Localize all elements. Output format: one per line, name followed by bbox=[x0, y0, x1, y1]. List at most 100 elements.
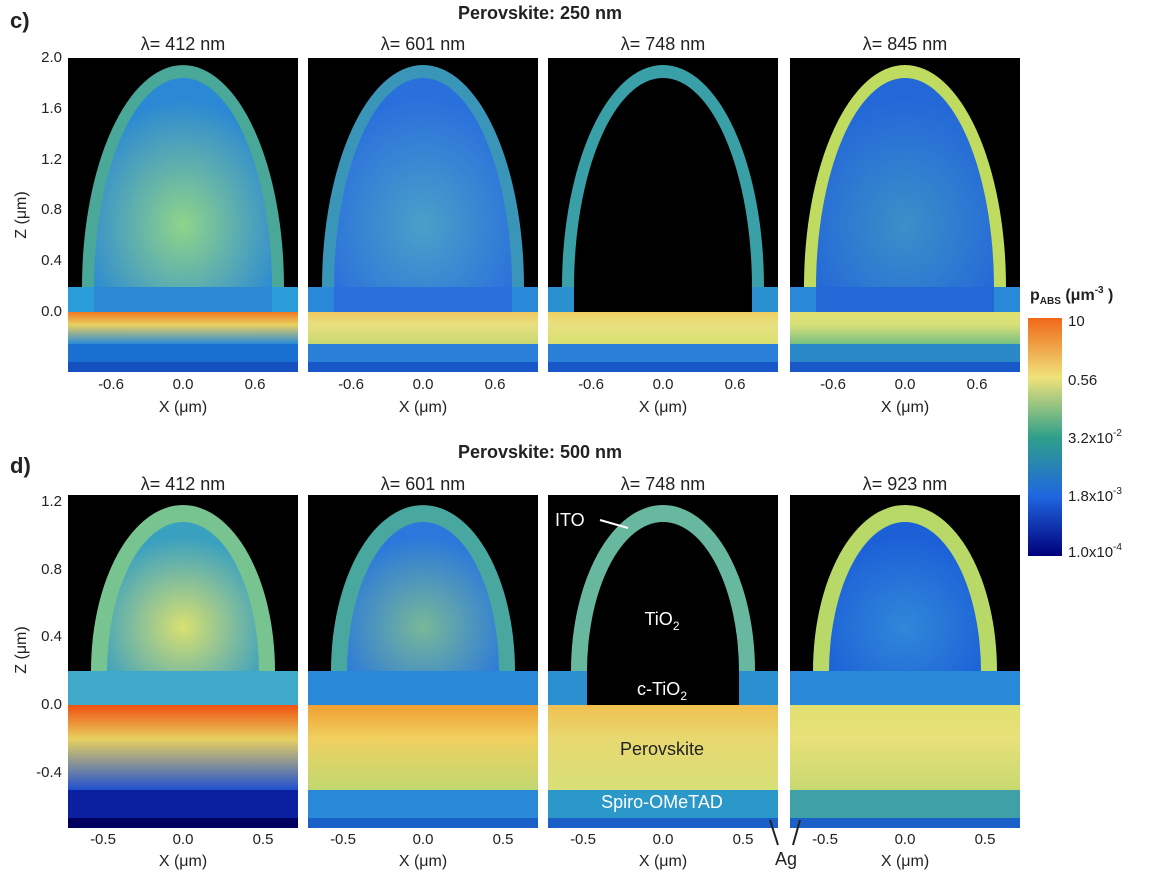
panel-title: λ= 601 nm bbox=[381, 474, 466, 494]
text-part: -3 bbox=[1095, 285, 1104, 296]
base-strip bbox=[347, 671, 499, 705]
dome-interior bbox=[107, 522, 259, 672]
heatmap-panel bbox=[548, 58, 778, 372]
heatmap-panel bbox=[790, 58, 1020, 372]
spiro-layer bbox=[308, 790, 538, 818]
heatmap-panel bbox=[68, 58, 298, 372]
panel-title: λ= 412 nm bbox=[141, 474, 226, 494]
panel-title: λ= 748 nm bbox=[621, 34, 706, 54]
x-tick-label: -0.5 bbox=[90, 831, 116, 848]
colorbar-tick-label: 10 bbox=[1068, 313, 1085, 330]
x-tick-label: -0.5 bbox=[570, 831, 596, 848]
ag-pointer bbox=[769, 819, 779, 846]
perovskite-layer bbox=[308, 312, 538, 344]
bottom-layer bbox=[548, 362, 778, 372]
bottom-layer bbox=[548, 818, 778, 828]
perovskite-layer bbox=[308, 705, 538, 790]
panel-title: λ= 601 nm bbox=[381, 34, 466, 54]
y-tick-label: 0.8 bbox=[41, 561, 62, 578]
text-part: ) bbox=[1104, 287, 1114, 304]
annotation: Ag bbox=[775, 849, 797, 869]
y-tick-label: 2.0 bbox=[41, 49, 62, 66]
bottom-layer bbox=[68, 818, 298, 828]
y-tick-label: 1.2 bbox=[41, 151, 62, 168]
bottom-layer bbox=[308, 818, 538, 828]
x-tick-label: 0.5 bbox=[733, 831, 754, 848]
bottom-layer bbox=[790, 818, 1020, 828]
dome-interior bbox=[816, 78, 994, 288]
dome-interior bbox=[334, 78, 512, 288]
base-strip bbox=[334, 287, 512, 312]
panel-title: λ= 845 nm bbox=[863, 34, 948, 54]
row-title: Perovskite: 500 nm bbox=[458, 442, 622, 462]
text-part: -3 bbox=[1113, 486, 1122, 497]
annotation: c-TiO2 bbox=[637, 679, 687, 703]
spiro-layer bbox=[68, 790, 298, 818]
text-part: -4 bbox=[1113, 542, 1122, 553]
spiro-layer bbox=[548, 344, 778, 362]
x-tick-label: 0.6 bbox=[245, 376, 266, 393]
perovskite-layer bbox=[68, 705, 298, 790]
y-axis-label: Z (μm) bbox=[13, 191, 30, 238]
base-strip bbox=[574, 287, 752, 312]
panel-title: λ= 412 nm bbox=[141, 34, 226, 54]
text-part: 10 bbox=[1068, 313, 1085, 330]
text-part: 3.2x10 bbox=[1068, 430, 1113, 447]
dome-interior bbox=[574, 78, 752, 288]
panels bbox=[68, 58, 1020, 828]
x-tick-label: 0.0 bbox=[413, 831, 434, 848]
x-tick-label: 0.6 bbox=[725, 376, 746, 393]
x-tick-label: 0.0 bbox=[173, 831, 194, 848]
dome-interior bbox=[347, 522, 499, 672]
spiro-layer bbox=[790, 790, 1020, 818]
x-tick-label: 0.0 bbox=[173, 376, 194, 393]
x-tick-label: 0.0 bbox=[895, 831, 916, 848]
spiro-layer bbox=[548, 790, 778, 818]
x-tick-label: 0.5 bbox=[253, 831, 274, 848]
perovskite-layer bbox=[548, 312, 778, 344]
x-axis-label: X (μm) bbox=[399, 399, 447, 416]
x-tick-label: 0.6 bbox=[485, 376, 506, 393]
y-axis-label: Z (μm) bbox=[13, 626, 30, 673]
base-strip bbox=[94, 287, 272, 312]
x-axis-label: X (μm) bbox=[881, 399, 929, 416]
y-tick-label: 1.2 bbox=[41, 493, 62, 510]
text-part: -2 bbox=[1113, 428, 1122, 439]
spiro-layer bbox=[308, 344, 538, 362]
panel-title: λ= 923 nm bbox=[863, 474, 948, 494]
annotation: Spiro-OMeTAD bbox=[601, 792, 723, 812]
text-part: 1.0x10 bbox=[1068, 544, 1113, 561]
text-part: TiO bbox=[644, 609, 672, 629]
perovskite-layer bbox=[790, 705, 1020, 790]
text-part: 1.8x10 bbox=[1068, 488, 1113, 505]
perovskite-layer bbox=[68, 312, 298, 344]
row-title: Perovskite: 250 nm bbox=[458, 3, 622, 23]
dome-interior bbox=[587, 522, 739, 672]
text-part: 2 bbox=[673, 619, 680, 633]
perovskite-layer bbox=[790, 312, 1020, 344]
y-tick-label: 0.4 bbox=[41, 628, 62, 645]
spiro-layer bbox=[790, 344, 1020, 362]
x-tick-label: -0.6 bbox=[578, 376, 604, 393]
base-strip bbox=[829, 671, 981, 705]
x-tick-label: 0.5 bbox=[493, 831, 514, 848]
heatmap-panel bbox=[308, 495, 538, 828]
heatmap-panel bbox=[68, 495, 298, 828]
y-tick-label: 0.4 bbox=[41, 252, 62, 269]
annotation: Perovskite bbox=[620, 739, 704, 759]
ito-pointer bbox=[599, 519, 629, 529]
bottom-layer bbox=[790, 362, 1020, 372]
text-part: 0.56 bbox=[1068, 372, 1097, 389]
y-tick-label: -0.4 bbox=[36, 764, 62, 781]
dome-interior bbox=[94, 78, 272, 288]
x-axis-label: X (μm) bbox=[159, 399, 207, 416]
annotation: TiO2 bbox=[644, 609, 679, 633]
text-part: p bbox=[1030, 287, 1040, 304]
y-tick-label: 1.6 bbox=[41, 100, 62, 117]
x-tick-label: -0.6 bbox=[820, 376, 846, 393]
x-tick-label: 0.0 bbox=[413, 376, 434, 393]
ag-pointer bbox=[792, 819, 801, 846]
heatmap-panel bbox=[548, 495, 778, 828]
text-part: ABS bbox=[1040, 296, 1061, 307]
